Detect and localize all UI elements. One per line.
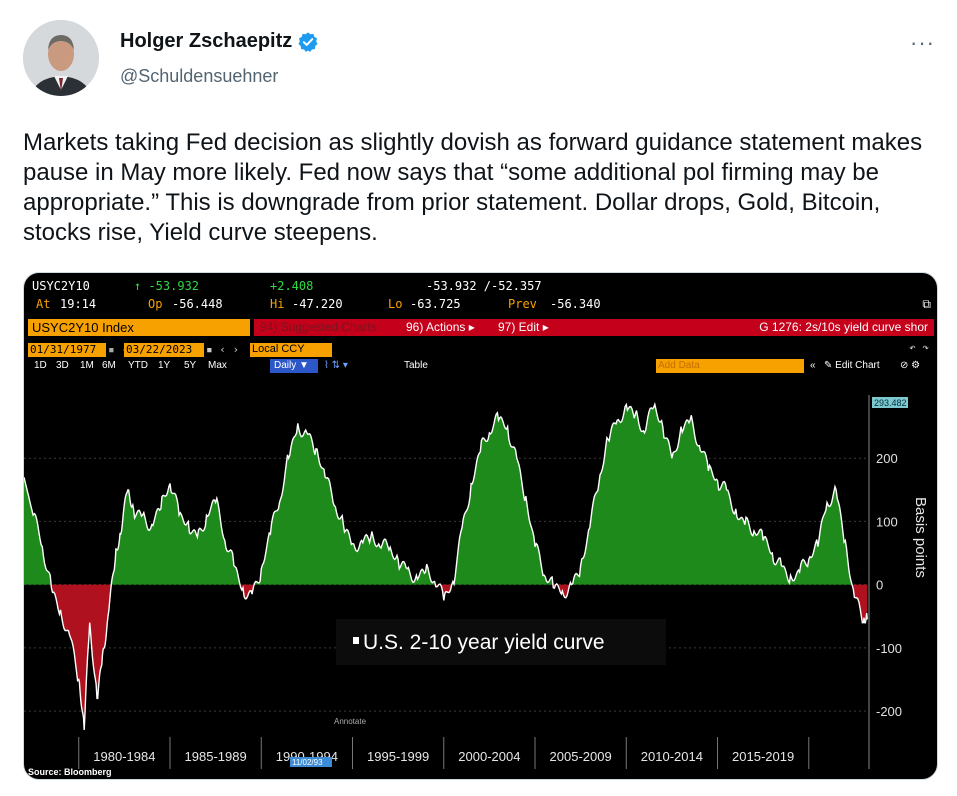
undo-redo-icon[interactable]: ↶ ↷ — [909, 341, 929, 354]
x-period-label: 1985-1989 — [185, 749, 247, 764]
y-tick-label: 200 — [876, 451, 898, 466]
annotate-button: Annotate — [334, 717, 367, 726]
actions-menu[interactable]: 96) Actions ▸ — [406, 320, 475, 334]
bid-ask: -53.932 /-52.357 — [426, 279, 542, 293]
x-period-label: 2005-2009 — [550, 749, 612, 764]
date-separator: ▪ - — [108, 343, 128, 356]
high-value: -47.220 — [292, 297, 343, 311]
chart-title: G 1276: 2s/10s yield curve shor — [759, 320, 928, 334]
table-button[interactable]: Table — [404, 360, 428, 371]
cursor-date-badge — [290, 757, 332, 767]
positive-area — [24, 404, 868, 585]
currency-value: Local CCY — [252, 343, 305, 355]
index-field[interactable]: USYC2Y10 Index — [28, 319, 250, 336]
author-name[interactable]: Holger Zschaepitz — [120, 30, 293, 52]
last-value-label: 293.482 — [874, 398, 907, 408]
screenshot-icon[interactable]: ⧉ — [922, 297, 931, 311]
start-date-field[interactable]: 01/31/1977 — [28, 343, 106, 357]
start-date: 01/31/1977 — [30, 343, 97, 356]
tweet-text: Markets taking Fed decision as slightly … — [23, 129, 923, 246]
edit-chart-button[interactable]: ✎ Edit Chart — [824, 360, 880, 371]
x-period-label: 2015-2019 — [732, 749, 794, 764]
edit-menu[interactable]: 97) Edit ▸ — [498, 320, 549, 334]
frequency-value: Daily ▼ — [274, 360, 309, 371]
settings-gear-icon[interactable]: ⊘ ⚙ — [900, 360, 921, 371]
frequency-dropdown[interactable]: Daily ▼ — [270, 359, 318, 373]
open-label: Op — [148, 297, 163, 311]
negative-area — [24, 584, 868, 730]
date-nav-arrows[interactable]: ▪ ‹ › — [206, 343, 240, 356]
last-price: ↑ -53.932 — [134, 279, 200, 293]
period-button-6m[interactable]: 6M — [102, 360, 116, 371]
at-time: 19:14 — [60, 297, 97, 311]
period-button-ytd[interactable]: YTD — [128, 360, 148, 371]
x-period-label: 2010-2014 — [641, 749, 703, 764]
suggested-charts-button[interactable]: 94) Suggested Charts — [260, 320, 377, 334]
last-value-badge — [872, 397, 908, 408]
verified-badge-icon — [298, 31, 318, 52]
prev-label: Prev — [508, 297, 537, 311]
period-button-5y[interactable]: 5Y — [184, 360, 197, 371]
x-period-label: 1980-1984 — [93, 749, 155, 764]
index-label: USYC2Y10 Index — [32, 320, 134, 335]
add-data-field[interactable]: Add Data — [656, 359, 804, 373]
collapse-icon[interactable]: « — [810, 360, 816, 371]
net-change: +2.408 — [270, 279, 314, 293]
end-date-field[interactable]: 03/22/2023 — [124, 343, 204, 357]
cursor-date: 11/02/93 — [292, 758, 323, 767]
end-date: 03/22/2023 — [126, 343, 193, 356]
y-tick-label: 100 — [876, 514, 898, 529]
y-tick-label: 0 — [876, 578, 883, 593]
x-period-label: 1995-1999 — [367, 749, 429, 764]
source-label: Source: Bloomberg — [28, 767, 112, 777]
add-data-placeholder: Add Data — [658, 360, 700, 371]
tweet-media-image[interactable]: USYC2Y10 ↑ -53.932 +2.408 -53.932 /-52.3… — [23, 272, 938, 780]
period-button-3d[interactable]: 3D — [56, 360, 69, 371]
line-chart-icon[interactable]: ⌇ ⇅ ▾ — [324, 360, 348, 371]
low-label: Lo — [388, 297, 403, 311]
currency-dropdown[interactable]: Local CCY — [250, 343, 332, 357]
author-avatar[interactable] — [23, 20, 99, 96]
y-axis-title: Basis points — [912, 497, 929, 578]
at-label: At — [36, 297, 51, 311]
x-period-label: 2000-2004 — [458, 749, 520, 764]
legend-swatch — [353, 637, 359, 644]
avatar-photo — [23, 20, 99, 96]
prev-value: -56.340 — [550, 297, 601, 311]
x-axis-labels: 1980-1984 1985-1989 1990-1994 1995-1999 2000… — [78, 737, 810, 769]
legend-label: U.S. 2-10 year yield curve — [363, 631, 605, 654]
low-value: -63.725 — [410, 297, 461, 311]
ticker-code: USYC2Y10 — [32, 279, 90, 293]
yield-curve-line — [24, 401, 868, 731]
more-options-icon[interactable]: ··· — [910, 30, 935, 55]
y-tick-label: -100 — [876, 641, 902, 656]
author-name-row: Holger Zschaepitz — [120, 30, 319, 53]
open-value: -56.448 — [172, 297, 223, 311]
period-button-1y[interactable]: 1Y — [158, 360, 171, 371]
period-button-max[interactable]: Max — [208, 360, 227, 371]
period-button-1m[interactable]: 1M — [80, 360, 94, 371]
menu-bar: 94) Suggested Charts 96) Actions ▸ 97) E… — [254, 319, 934, 336]
author-handle[interactable]: @Schuldensuehner — [120, 66, 279, 86]
y-tick-label: -200 — [876, 704, 902, 719]
legend-box — [336, 619, 666, 665]
y-axis-ticks: 200 100 0 -100 -200 — [876, 451, 902, 719]
high-label: Hi — [270, 297, 285, 311]
period-button-1d[interactable]: 1D — [34, 360, 47, 371]
